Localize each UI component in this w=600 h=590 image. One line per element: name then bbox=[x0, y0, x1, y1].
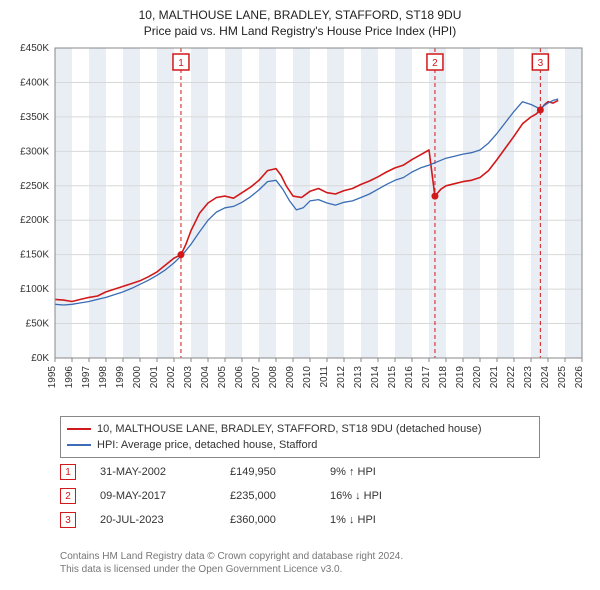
svg-text:2016: 2016 bbox=[404, 366, 415, 389]
price-vs-hpi-chart: £0K £50K £100K £150K £200K £250K £300K £350K £40… bbox=[0, 42, 600, 412]
event-date: 09-MAY-2017 bbox=[100, 490, 230, 502]
event-price: £360,000 bbox=[230, 514, 330, 526]
svg-text:2004: 2004 bbox=[200, 366, 211, 389]
svg-text:£300K: £300K bbox=[20, 146, 49, 157]
svg-text:2024: 2024 bbox=[540, 366, 551, 389]
svg-text:2009: 2009 bbox=[285, 366, 296, 389]
svg-text:£450K: £450K bbox=[20, 43, 49, 54]
svg-text:£250K: £250K bbox=[20, 181, 49, 192]
event-date: 20-JUL-2023 bbox=[100, 514, 230, 526]
event-price: £149,950 bbox=[230, 466, 330, 478]
legend: 10, MALTHOUSE LANE, BRADLEY, STAFFORD, S… bbox=[60, 416, 540, 458]
event-row: 2 09-MAY-2017 £235,000 16% ↓ HPI bbox=[60, 486, 560, 506]
svg-text:1999: 1999 bbox=[115, 366, 126, 389]
legend-swatch bbox=[67, 428, 91, 430]
svg-text:2: 2 bbox=[432, 58, 438, 69]
event-row: 1 31-MAY-2002 £149,950 9% ↑ HPI bbox=[60, 462, 560, 482]
event-row: 3 20-JUL-2023 £360,000 1% ↓ HPI bbox=[60, 510, 560, 530]
event-delta: 1% ↓ HPI bbox=[330, 514, 450, 526]
footer-line1: Contains HM Land Registry data © Crown c… bbox=[60, 550, 403, 563]
chart-title-block: 10, MALTHOUSE LANE, BRADLEY, STAFFORD, S… bbox=[0, 0, 600, 38]
svg-text:2011: 2011 bbox=[319, 366, 330, 388]
svg-text:2002: 2002 bbox=[166, 366, 177, 389]
svg-text:2023: 2023 bbox=[523, 366, 534, 389]
event-price: £235,000 bbox=[230, 490, 330, 502]
svg-text:2008: 2008 bbox=[268, 366, 279, 389]
event-badge: 1 bbox=[60, 464, 76, 480]
legend-label: 10, MALTHOUSE LANE, BRADLEY, STAFFORD, S… bbox=[97, 421, 482, 437]
svg-text:£400K: £400K bbox=[20, 77, 49, 88]
event-delta: 9% ↑ HPI bbox=[330, 466, 450, 478]
svg-text:2013: 2013 bbox=[353, 366, 364, 389]
svg-text:2018: 2018 bbox=[438, 366, 449, 389]
svg-text:2000: 2000 bbox=[132, 366, 143, 389]
legend-swatch bbox=[67, 444, 91, 446]
svg-text:1: 1 bbox=[178, 58, 184, 69]
title-line1: 10, MALTHOUSE LANE, BRADLEY, STAFFORD, S… bbox=[0, 8, 600, 22]
event-delta: 16% ↓ HPI bbox=[330, 490, 450, 502]
svg-text:£350K: £350K bbox=[20, 112, 49, 123]
svg-text:1996: 1996 bbox=[64, 366, 75, 389]
sale-events: 1 31-MAY-2002 £149,950 9% ↑ HPI 2 09-MAY… bbox=[60, 458, 560, 534]
svg-text:1998: 1998 bbox=[98, 366, 109, 389]
svg-text:2014: 2014 bbox=[370, 366, 381, 389]
footer-line2: This data is licensed under the Open Gov… bbox=[60, 563, 403, 576]
svg-text:1997: 1997 bbox=[81, 366, 92, 389]
svg-text:2025: 2025 bbox=[557, 366, 568, 389]
event-badge: 3 bbox=[60, 512, 76, 528]
svg-text:2006: 2006 bbox=[234, 366, 245, 389]
svg-text:2012: 2012 bbox=[336, 366, 347, 389]
svg-text:2010: 2010 bbox=[302, 366, 313, 389]
svg-text:2001: 2001 bbox=[149, 366, 160, 389]
svg-text:2003: 2003 bbox=[183, 366, 194, 389]
svg-text:2026: 2026 bbox=[574, 366, 585, 389]
legend-label: HPI: Average price, detached house, Staf… bbox=[97, 437, 317, 453]
legend-row: HPI: Average price, detached house, Staf… bbox=[67, 437, 533, 453]
svg-text:2020: 2020 bbox=[472, 366, 483, 389]
legend-row: 10, MALTHOUSE LANE, BRADLEY, STAFFORD, S… bbox=[67, 421, 533, 437]
attribution-footer: Contains HM Land Registry data © Crown c… bbox=[60, 550, 403, 576]
svg-text:2005: 2005 bbox=[217, 366, 228, 389]
svg-text:£0K: £0K bbox=[31, 353, 49, 364]
svg-text:2022: 2022 bbox=[506, 366, 517, 389]
event-badge: 2 bbox=[60, 488, 76, 504]
svg-text:2019: 2019 bbox=[455, 366, 466, 389]
svg-text:2021: 2021 bbox=[489, 366, 500, 389]
svg-text:£50K: £50K bbox=[26, 319, 50, 330]
svg-text:2007: 2007 bbox=[251, 366, 262, 389]
title-line2: Price paid vs. HM Land Registry's House … bbox=[0, 24, 600, 38]
svg-text:£200K: £200K bbox=[20, 215, 49, 226]
svg-text:3: 3 bbox=[538, 58, 544, 69]
svg-text:£100K: £100K bbox=[20, 284, 49, 295]
svg-text:2015: 2015 bbox=[387, 366, 398, 389]
svg-text:2017: 2017 bbox=[421, 366, 432, 389]
svg-text:1995: 1995 bbox=[47, 366, 58, 389]
svg-text:£150K: £150K bbox=[20, 250, 49, 261]
event-date: 31-MAY-2002 bbox=[100, 466, 230, 478]
